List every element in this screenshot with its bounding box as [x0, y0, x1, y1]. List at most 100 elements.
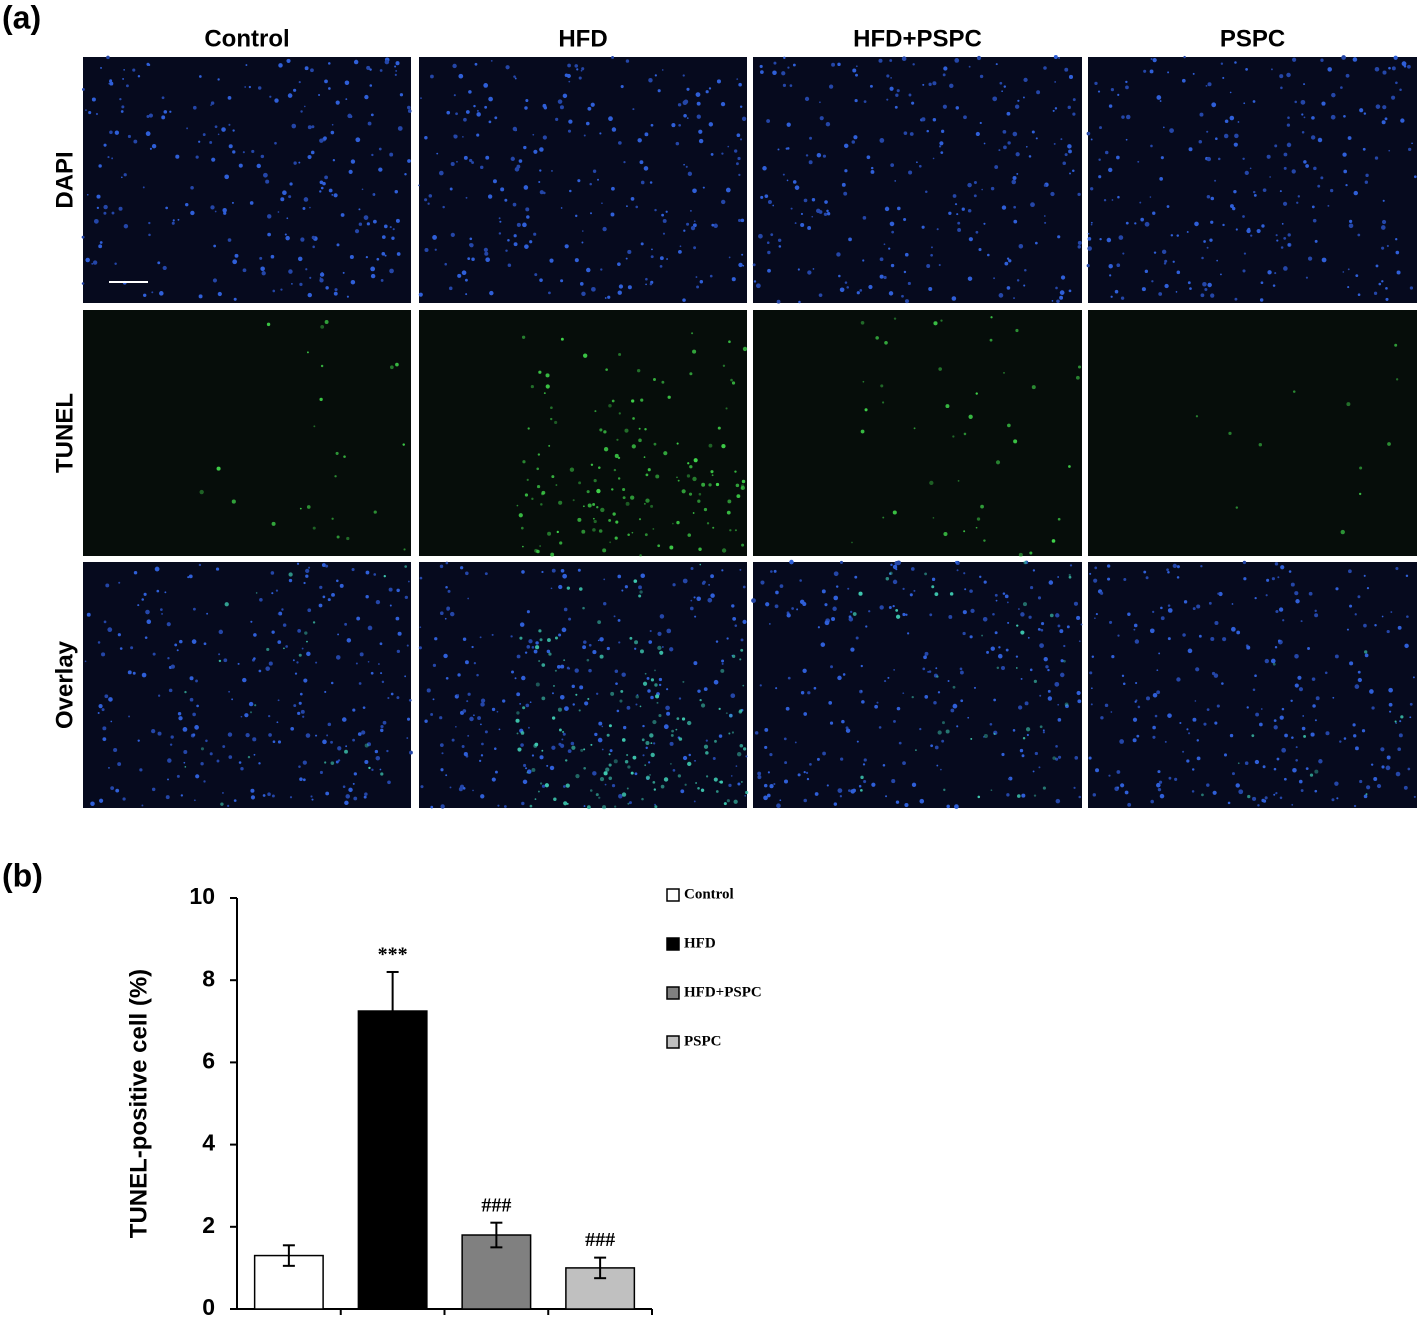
nucleus: [1353, 734, 1357, 738]
nucleus: [525, 98, 529, 103]
nucleus: [1294, 591, 1299, 596]
nucleus: [1222, 223, 1225, 227]
nucleus: [1324, 671, 1328, 675]
nucleus: [618, 641, 621, 644]
nucleus: [940, 151, 944, 154]
nucleus: [1321, 101, 1326, 106]
nucleus: [386, 749, 389, 753]
nucleus: [1210, 636, 1215, 641]
nucleus: [1157, 788, 1162, 792]
nucleus: [1203, 722, 1207, 726]
nucleus: [345, 745, 348, 748]
nucleus: [1121, 674, 1125, 678]
nucleus: [303, 105, 306, 108]
nucleus: [1059, 295, 1064, 300]
nucleus: [640, 180, 645, 185]
nucleus: [476, 109, 479, 112]
nucleus: [1030, 585, 1034, 590]
nucleus: [335, 100, 340, 105]
nucleus: [549, 258, 554, 263]
nucleus: [491, 633, 494, 636]
nucleus: [1198, 634, 1202, 638]
nucleus: [242, 677, 247, 683]
nucleus: [1244, 170, 1249, 176]
tunel-spot: [618, 412, 621, 415]
nucleus: [321, 563, 326, 568]
tunel-spot: [559, 541, 563, 545]
nucleus: [852, 68, 857, 73]
nucleus: [353, 59, 359, 65]
nucleus: [1342, 271, 1345, 273]
nucleus: [217, 291, 222, 297]
nucleus: [483, 247, 488, 252]
nucleus: [739, 105, 743, 108]
nucleus: [491, 777, 496, 782]
nucleus: [238, 761, 242, 764]
tunel-spot: [563, 801, 568, 806]
nucleus: [658, 677, 663, 682]
nucleus: [973, 686, 977, 689]
nucleus: [1357, 293, 1361, 297]
nucleus: [1032, 770, 1035, 773]
nucleus: [1260, 281, 1264, 285]
nucleus: [1320, 176, 1324, 180]
nucleus: [1311, 677, 1316, 681]
tunel-spot: [516, 504, 519, 507]
nucleus: [335, 760, 339, 764]
nucleus: [1057, 235, 1061, 239]
nucleus: [309, 276, 312, 279]
nucleus: [492, 179, 497, 184]
nucleus: [1042, 731, 1045, 734]
nucleus: [907, 281, 911, 286]
y-tick-label: 6: [202, 1047, 215, 1073]
nucleus: [1407, 64, 1411, 69]
nucleus: [86, 612, 91, 617]
nucleus: [193, 799, 196, 802]
nucleus: [253, 633, 257, 637]
nucleus: [941, 129, 945, 133]
nucleus: [406, 737, 409, 739]
nucleus: [1188, 732, 1191, 735]
tunel-spot: [741, 479, 746, 484]
nucleus: [1157, 770, 1161, 774]
tunel-spot: [1201, 793, 1204, 797]
nucleus: [192, 607, 196, 611]
nucleus: [1348, 223, 1354, 229]
nucleus: [167, 758, 172, 763]
nucleus: [328, 62, 331, 65]
nucleus: [1252, 796, 1257, 801]
nucleus: [1055, 745, 1058, 748]
nucleus: [122, 797, 126, 801]
nucleus: [480, 702, 485, 707]
tunel-spot: [645, 775, 651, 780]
nucleus: [162, 265, 167, 271]
nucleus: [465, 110, 470, 114]
nucleus: [1022, 96, 1025, 99]
nucleus: [1055, 613, 1060, 618]
nucleus: [468, 90, 472, 94]
nucleus: [797, 773, 801, 777]
nucleus: [542, 191, 546, 195]
nucleus: [488, 96, 493, 102]
nucleus: [839, 795, 843, 798]
tunel-spot: [539, 545, 541, 547]
tunel-spot: [547, 638, 551, 642]
nucleus: [276, 721, 279, 724]
nucleus: [1273, 725, 1278, 730]
nucleus: [728, 783, 732, 788]
tunel-spot: [736, 752, 742, 757]
nucleus: [1164, 283, 1169, 289]
tunel-spot: [320, 324, 325, 329]
tunel-spot: [553, 797, 557, 801]
nucleus: [523, 185, 529, 190]
nucleus: [521, 675, 526, 681]
tunel-spot: [714, 739, 717, 743]
nucleus: [110, 720, 113, 723]
nucleus: [1277, 639, 1281, 643]
nucleus: [708, 122, 714, 127]
tunel-spot: [732, 654, 736, 658]
nucleus: [738, 263, 741, 266]
tunel-spot: [649, 733, 654, 738]
nucleus: [1013, 219, 1018, 224]
nucleus: [265, 179, 270, 184]
